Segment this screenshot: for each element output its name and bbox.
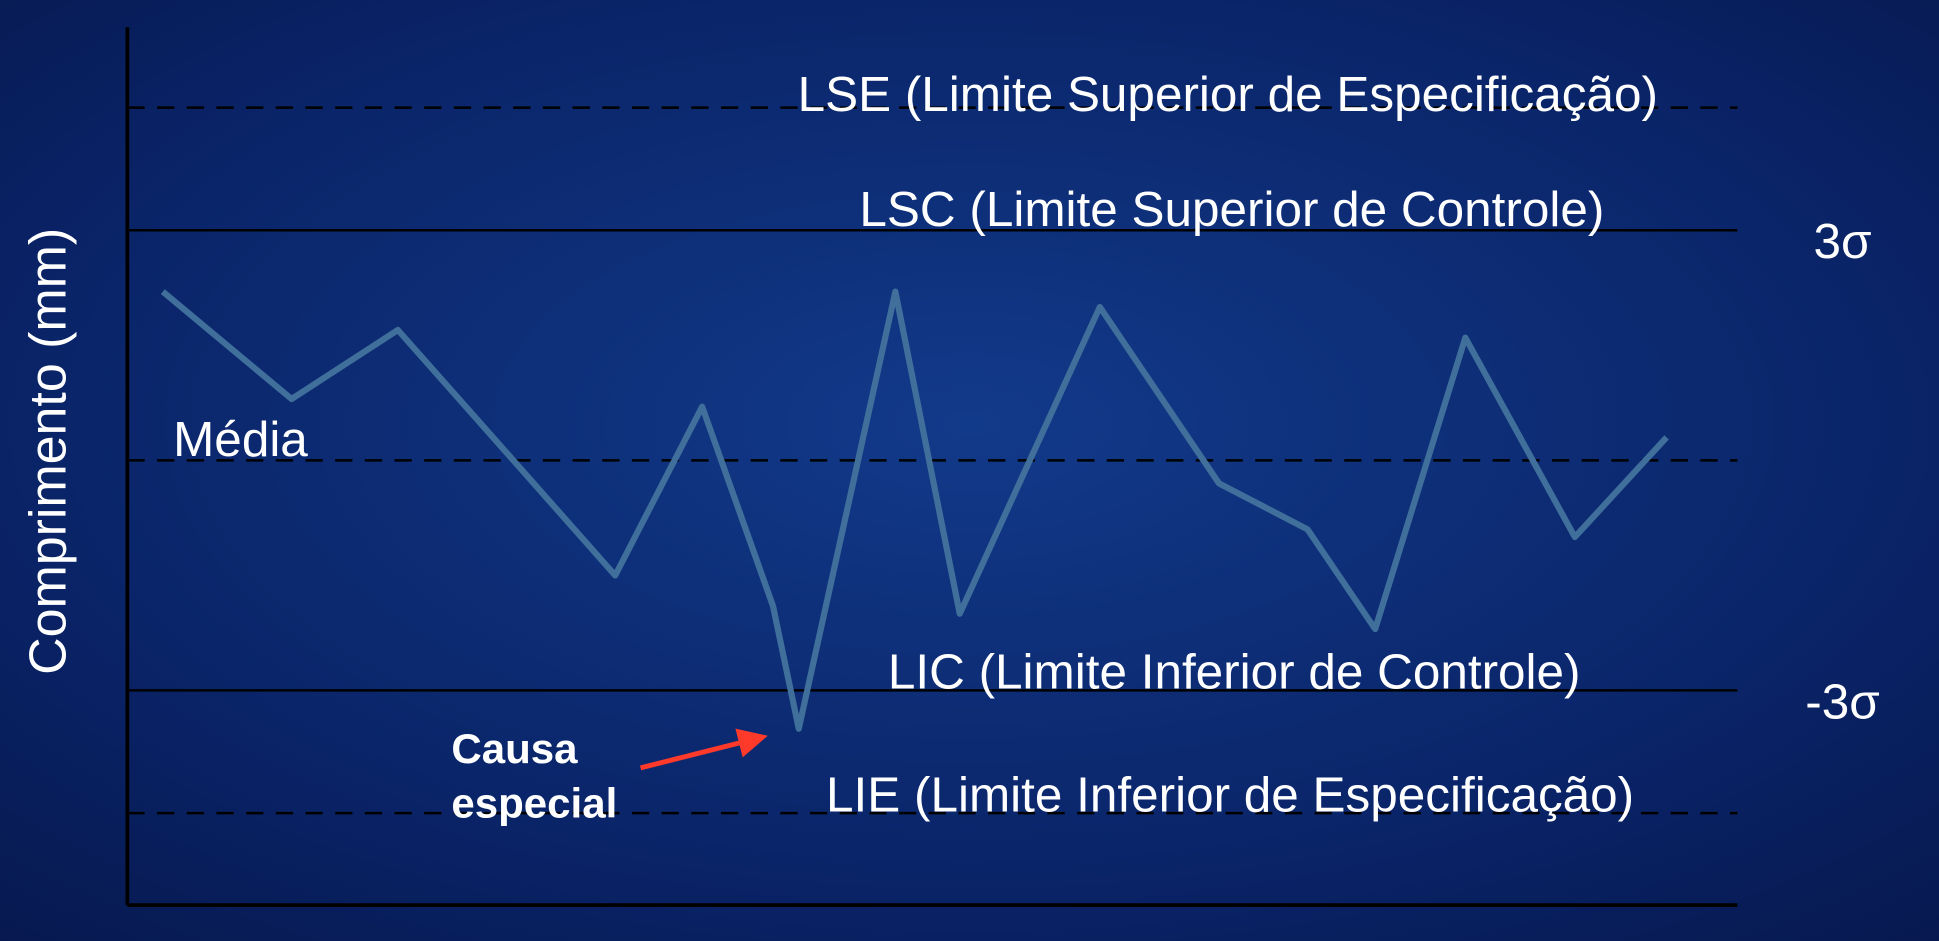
reference-label: LIE (Limite Inferior de Especificação)	[826, 767, 1634, 822]
reference-label: Média	[173, 412, 308, 467]
reference-label: LIC (Limite Inferior de Controle)	[888, 645, 1581, 700]
data-line	[160, 288, 1669, 732]
sigma-label: 3σ	[1814, 214, 1872, 269]
reference-label: LSE (Limite Superior de Especificação)	[798, 67, 1658, 122]
reference-label: LSC (Limite Superior de Controle)	[859, 182, 1604, 237]
sigma-label: -3σ	[1805, 674, 1880, 729]
annotation-arrow	[639, 728, 768, 771]
annotation-text: Causa	[451, 725, 578, 772]
y-axis-label: Comprimento (mm)	[20, 228, 78, 675]
annotation-text: especial	[451, 779, 617, 826]
